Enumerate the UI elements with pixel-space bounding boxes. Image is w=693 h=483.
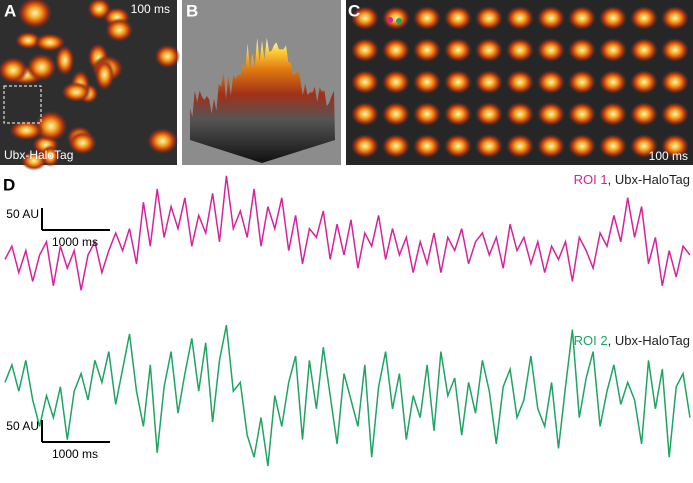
- legend: ROI 2, Ubx-HaloTag: [574, 333, 690, 348]
- scalebar-y-label: 50 AU: [6, 419, 39, 433]
- frame-blob: [630, 134, 658, 158]
- frame-blob: [413, 70, 441, 94]
- frame-blob: [506, 38, 534, 62]
- nucleus: [17, 0, 53, 29]
- frame-blob: [568, 102, 596, 126]
- legend-suffix: , Ubx-HaloTag: [608, 333, 690, 348]
- nucleus: [105, 18, 134, 42]
- frame-blob: [537, 6, 565, 30]
- frame-blob: [506, 102, 534, 126]
- frame-blob: [444, 134, 472, 158]
- nucleus: [55, 44, 75, 76]
- frame-blob: [506, 134, 534, 158]
- nucleus: [41, 145, 60, 167]
- panel-a-image: [0, 0, 181, 171]
- frame-blob: [599, 38, 627, 62]
- frame-blob: [661, 134, 689, 158]
- nucleus: [34, 110, 68, 142]
- frame-blob: [444, 6, 472, 30]
- frame-blob: [661, 70, 689, 94]
- surface-plot: [190, 38, 335, 163]
- frame-blob: [661, 102, 689, 126]
- nucleus: [15, 31, 42, 50]
- frame-blob: [413, 102, 441, 126]
- frame-blob: [382, 70, 410, 94]
- nucleus: [20, 150, 47, 171]
- frame-blob: [599, 134, 627, 158]
- frame-blob: [599, 70, 627, 94]
- frame-blob: [537, 134, 565, 158]
- nucleus: [61, 81, 92, 103]
- frame-blob: [475, 6, 503, 30]
- legend-name: ROI 2: [574, 333, 608, 348]
- frame-blob: [444, 38, 472, 62]
- frame-blob: [630, 70, 658, 94]
- panel-label: D: [3, 175, 15, 194]
- frame-blob: [506, 70, 534, 94]
- scalebar-x-label: 1000 ms: [52, 447, 98, 461]
- frame-blob: [537, 102, 565, 126]
- frame-blob: [475, 102, 503, 126]
- frame-blob: [351, 134, 379, 158]
- panel-c-image: [346, 0, 693, 165]
- frame-blob: [475, 70, 503, 94]
- nucleus: [0, 56, 29, 84]
- nucleus: [68, 131, 97, 155]
- frame-blob: [382, 38, 410, 62]
- frame-blob: [351, 38, 379, 62]
- nucleus: [94, 58, 115, 91]
- nucleus: [34, 33, 66, 52]
- frame-blob: [351, 70, 379, 94]
- legend-name: ROI 1: [574, 172, 608, 187]
- roi-dot: [387, 17, 393, 23]
- frame-blob: [475, 134, 503, 158]
- panel-label: A: [4, 1, 16, 20]
- nucleus: [9, 120, 44, 141]
- frame-blob: [444, 70, 472, 94]
- frame-blob: [413, 6, 441, 30]
- scalebar-y-label: 50 AU: [6, 207, 39, 221]
- roi-dot: [396, 18, 402, 24]
- frame-blob: [475, 38, 503, 62]
- legend: ROI 1, Ubx-HaloTag: [574, 172, 690, 187]
- nucleus: [146, 127, 179, 155]
- panel-b-image: [182, 0, 341, 165]
- frame-blob: [537, 38, 565, 62]
- panel-label: B: [186, 1, 198, 20]
- roi-box: [3, 85, 42, 124]
- frame-blob: [413, 38, 441, 62]
- frame-blob: [661, 38, 689, 62]
- frame-blob: [351, 6, 379, 30]
- scalebar-x-label: 1000 ms: [52, 235, 98, 249]
- trace: [4, 325, 691, 467]
- frame-blob: [599, 6, 627, 30]
- frame-blob: [382, 6, 410, 30]
- nucleus: [154, 44, 181, 69]
- trace: [4, 175, 691, 291]
- nucleus: [26, 53, 57, 82]
- frame-blob: [630, 102, 658, 126]
- frame-blob: [537, 70, 565, 94]
- frame-blob: [568, 134, 596, 158]
- panel-label: C: [348, 1, 360, 20]
- frame-blob: [382, 102, 410, 126]
- frame-blob: [351, 102, 379, 126]
- frame-blob: [661, 6, 689, 30]
- frame-blob: [599, 102, 627, 126]
- frame-blob: [413, 134, 441, 158]
- frame-blob: [568, 38, 596, 62]
- legend-suffix: , Ubx-HaloTag: [608, 172, 690, 187]
- caption: Ubx-HaloTag: [4, 148, 73, 162]
- frame-blob: [444, 102, 472, 126]
- time-label: 100 ms: [131, 2, 170, 16]
- nucleus: [87, 0, 112, 20]
- frame-blob: [568, 6, 596, 30]
- frame-blob: [630, 38, 658, 62]
- frame-blob: [382, 134, 410, 158]
- frame-blob: [506, 6, 534, 30]
- frame-blob: [630, 6, 658, 30]
- time-label: 100 ms: [649, 149, 688, 163]
- frame-blob: [568, 70, 596, 94]
